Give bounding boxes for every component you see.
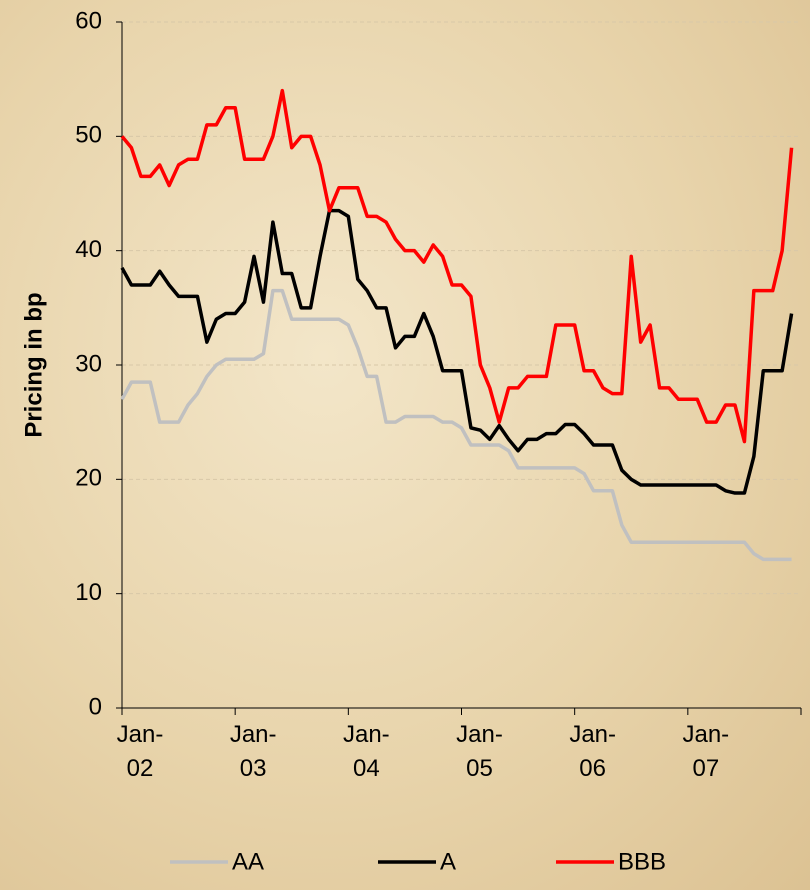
line-series (122, 91, 792, 442)
x-tick-label: Jan-06 (569, 718, 616, 786)
line-series (122, 291, 792, 560)
legend-label: AA (232, 848, 264, 875)
y-tick-label: 10 (75, 579, 102, 606)
y-tick-label: 60 (75, 7, 102, 34)
line-series (122, 211, 792, 493)
x-tick-label: Jan-05 (456, 718, 503, 786)
legend-label: BBB (618, 848, 666, 875)
y-tick-label: 0 (89, 693, 102, 720)
y-axis-label: Pricing in bp (20, 292, 47, 437)
x-tick-label: Jan-02 (117, 718, 164, 786)
y-tick-label: 30 (75, 350, 102, 377)
legend-label: A (440, 848, 456, 875)
y-tick-label: 50 (75, 122, 102, 149)
x-tick-label: Jan-04 (343, 718, 390, 786)
x-tick-label: Jan-03 (230, 718, 277, 786)
chart-background: Pricing in bp 0102030405060AAABBB Jan-02… (0, 0, 810, 890)
x-tick-label: Jan-07 (682, 718, 729, 786)
y-tick-label: 20 (75, 465, 102, 492)
y-tick-label: 40 (75, 236, 102, 263)
